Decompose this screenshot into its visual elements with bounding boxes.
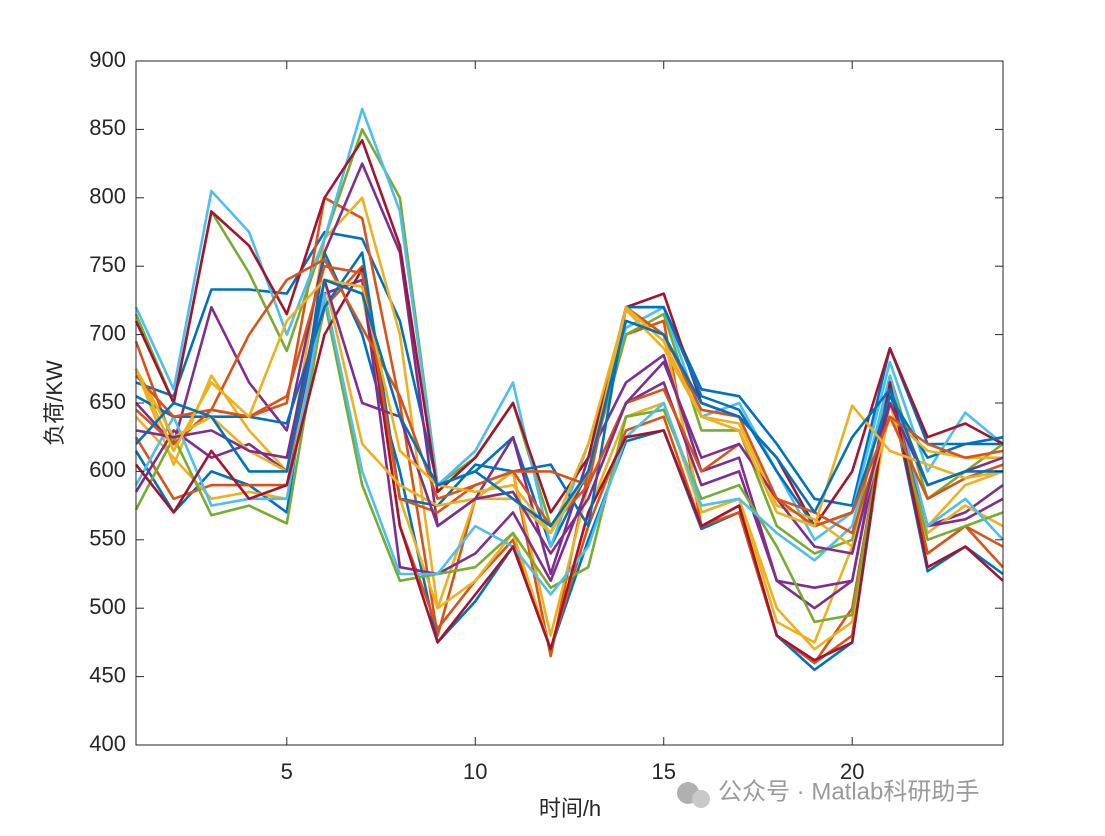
y-tick-label: 750 bbox=[89, 252, 126, 277]
data-line bbox=[135, 258, 1004, 528]
x-tick-label: 5 bbox=[281, 759, 293, 784]
data-line bbox=[135, 230, 1003, 548]
data-line bbox=[135, 278, 1003, 528]
x-tick-label: 15 bbox=[651, 759, 675, 784]
y-tick-label: 850 bbox=[89, 115, 126, 140]
watermark: 公众号 · Matlab科研助手 bbox=[718, 778, 979, 805]
x-axis-label: 时间/h bbox=[539, 796, 601, 821]
y-tick-label: 700 bbox=[89, 320, 126, 345]
y-tick-label: 500 bbox=[89, 594, 126, 619]
y-tick-label: 600 bbox=[89, 457, 126, 482]
data-line bbox=[135, 264, 1004, 535]
data-line bbox=[134, 139, 1004, 528]
y-tick-label: 400 bbox=[89, 731, 126, 756]
y-axis-label: 负荷/KW bbox=[42, 360, 67, 446]
watermark-icon bbox=[677, 782, 710, 808]
y-tick-label: 550 bbox=[89, 526, 126, 551]
data-line bbox=[134, 267, 1004, 662]
y-tick-label: 900 bbox=[89, 47, 126, 72]
data-line bbox=[135, 278, 1004, 555]
y-tick-label: 800 bbox=[89, 184, 126, 209]
y-tick-label: 450 bbox=[89, 662, 126, 687]
x-tick-label: 20 bbox=[840, 759, 864, 784]
x-tick-label: 10 bbox=[463, 759, 487, 784]
y-tick-label: 650 bbox=[89, 389, 126, 414]
data-line bbox=[134, 292, 1004, 596]
data-line bbox=[134, 278, 1004, 535]
